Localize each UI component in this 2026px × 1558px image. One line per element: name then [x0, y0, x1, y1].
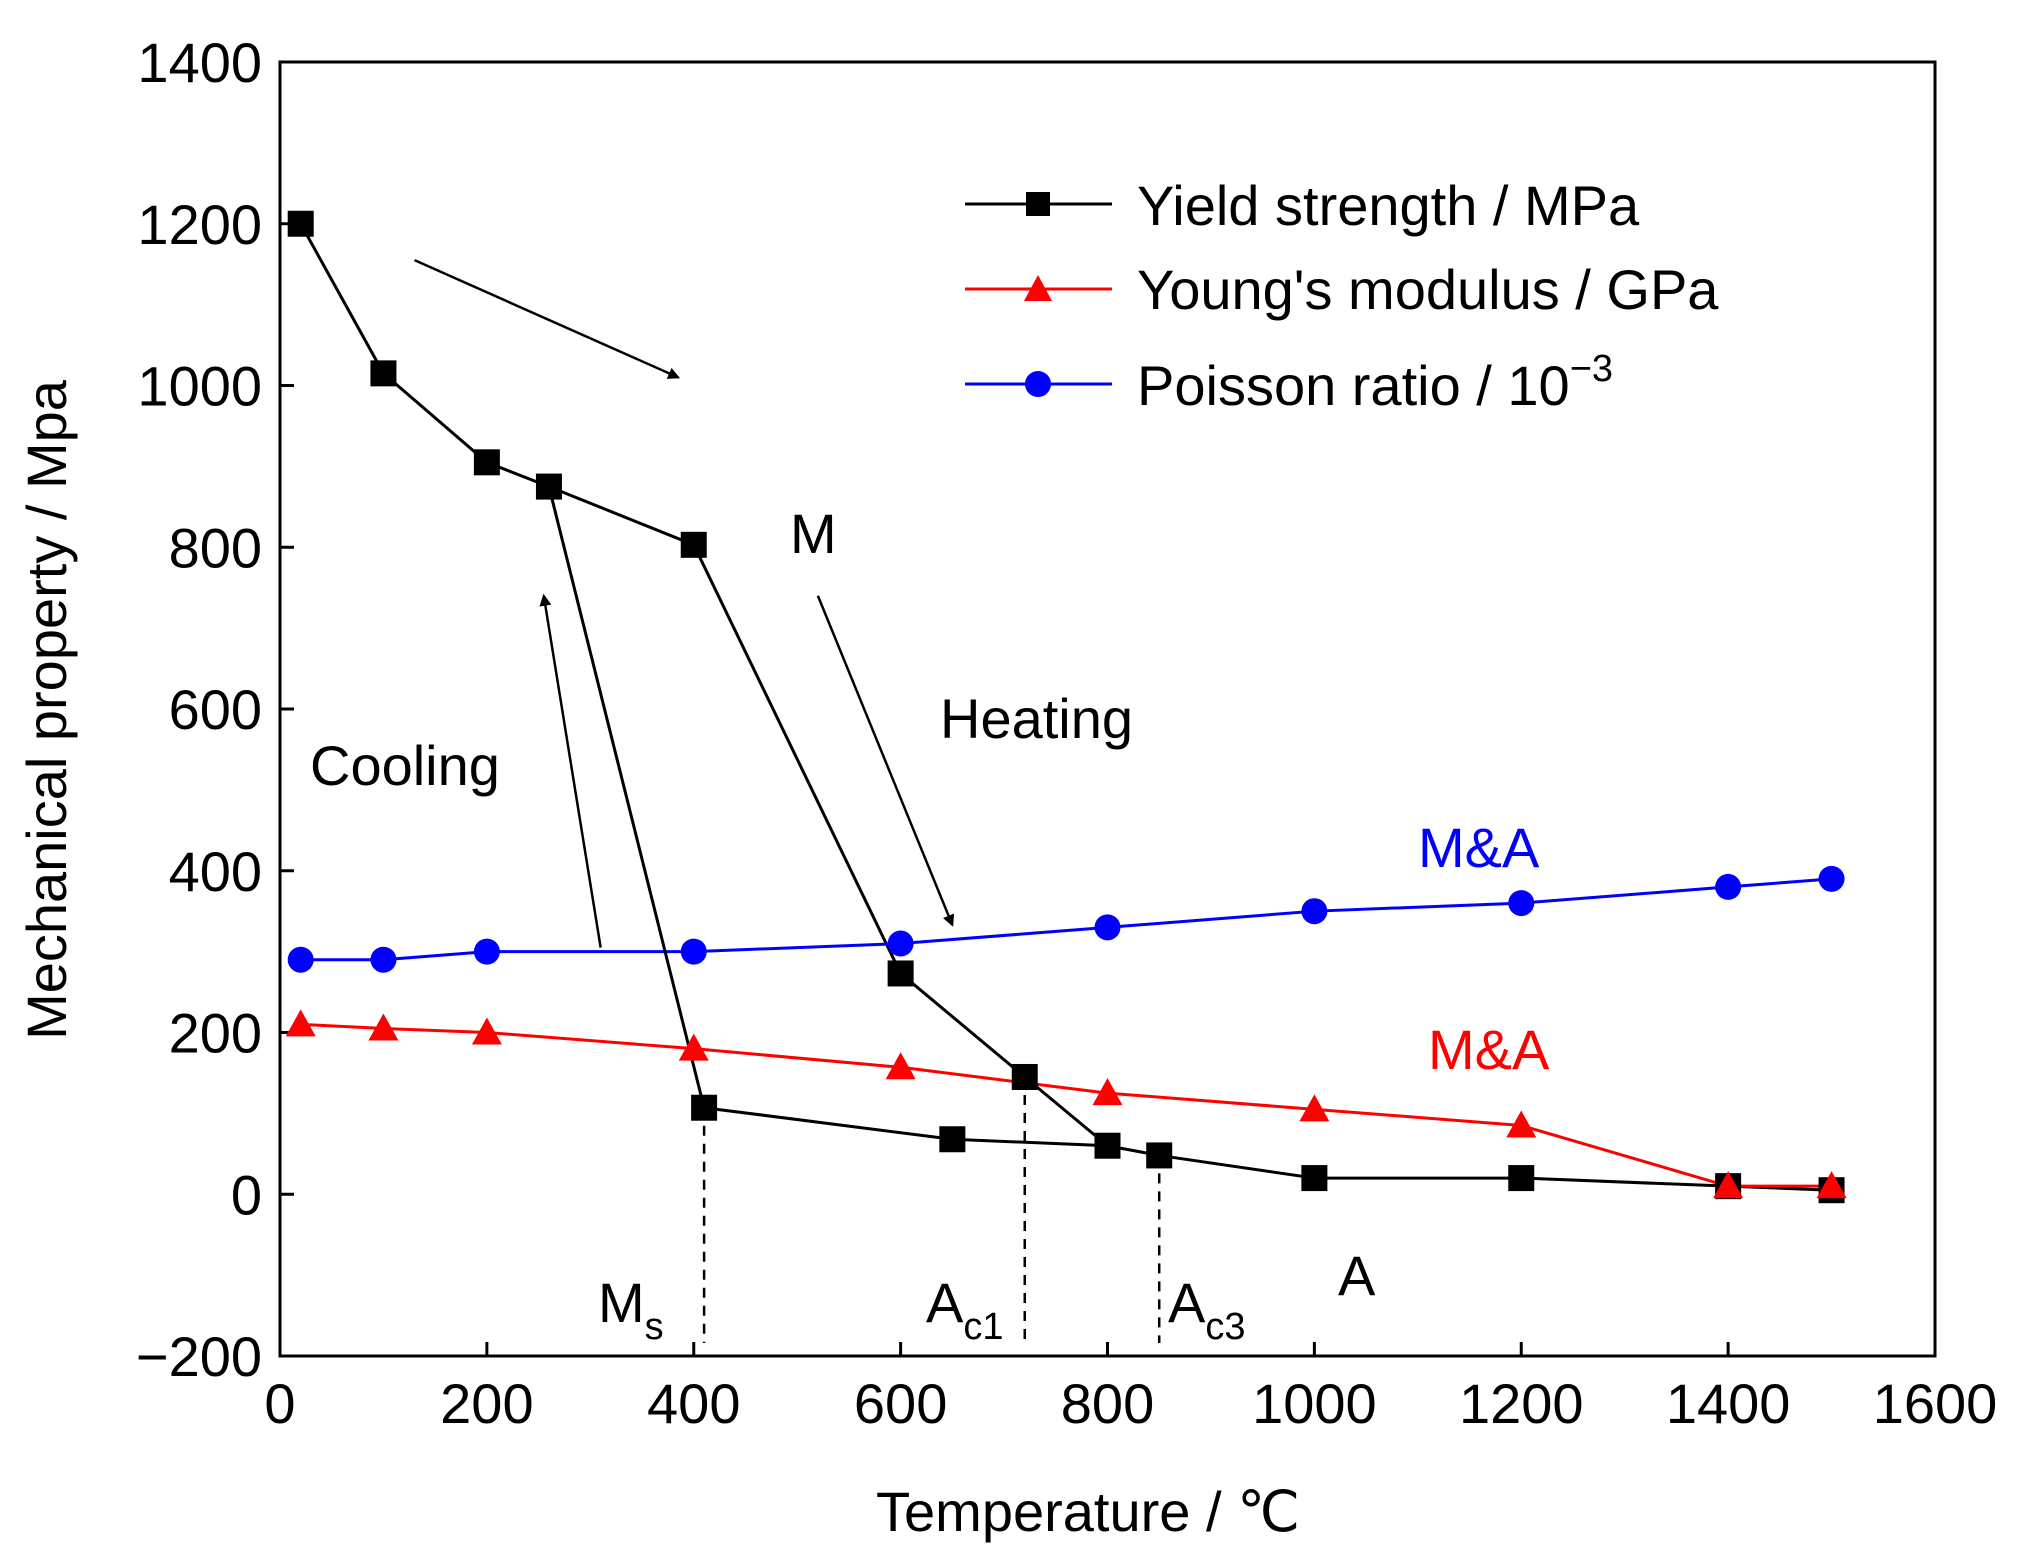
legend-poisson-label: Poisson ratio / 10−3 [1137, 348, 1613, 417]
y-tick-label-800: 800 [169, 516, 262, 579]
heating-label: Heating [940, 687, 1133, 750]
x-axis-label: Temperature / ℃ [876, 1480, 1300, 1543]
poisson-ratio-line [300, 877, 1832, 962]
y-tick-label-1400: 1400 [137, 31, 262, 94]
x-tick-label-0: 0 [264, 1372, 295, 1435]
youngs-modulus-point-1000 [1299, 1094, 1330, 1122]
y-axis-label: Mechanical property / Mpa [15, 379, 78, 1040]
poisson-ratio-point-1400 [1715, 873, 1742, 900]
youngs-modulus-point-1500 [1816, 1171, 1847, 1199]
y-tick-label-0: 0 [231, 1163, 262, 1226]
legend-yield-marker [1026, 192, 1050, 216]
youngs-modulus-point-1200 [1506, 1110, 1537, 1138]
poisson-ratio-point-20 [287, 946, 314, 973]
phase-m-label: M [790, 502, 837, 565]
x-tick-label-1600: 1600 [1873, 1372, 1998, 1435]
cooling-label: Cooling [310, 734, 500, 797]
yield-strength-point-720 [1011, 1063, 1038, 1090]
poisson-ratio-point-600 [887, 930, 914, 957]
y-tick-label-1000: 1000 [137, 355, 262, 418]
x-tick-label-200: 200 [440, 1372, 533, 1435]
legend-poisson-marker [1025, 371, 1051, 397]
x-tick-label-1400: 1400 [1666, 1372, 1791, 1435]
y-tick-label-200: 200 [169, 1002, 262, 1065]
y-tick-label-1200: 1200 [137, 193, 262, 256]
phase-transition-markers [702, 1076, 1161, 1343]
cooling-arrow [539, 593, 602, 948]
y-tick-label-600: 600 [169, 678, 262, 741]
annotation-arrows [413, 259, 955, 948]
phase-a-label: A [1338, 1244, 1376, 1307]
y-axis-ticks [280, 60, 294, 1358]
legend-youngs-label: Young's modulus / GPa [1137, 258, 1719, 321]
top-heating-arrow [413, 259, 681, 379]
yield-strength-point-850 [1146, 1142, 1173, 1169]
x-tick-label-1000: 1000 [1252, 1372, 1377, 1435]
yield-strength-point-100 [370, 360, 397, 387]
poisson-ratio-point-100 [370, 946, 397, 973]
legend-youngs-marker [1024, 275, 1052, 301]
poisson-ratio-point-1200 [1508, 890, 1535, 917]
poisson-ratio-point-1500 [1818, 865, 1845, 892]
yield-strength-point-260 [535, 473, 562, 500]
poisson-ratio-point-800 [1094, 914, 1121, 941]
yield-strength-point-600 [887, 960, 914, 987]
x-tick-label-600: 600 [854, 1372, 947, 1435]
youngs-modulus-point-400 [678, 1033, 709, 1061]
x-tick-label-800: 800 [1061, 1372, 1154, 1435]
yield-strength-cooling-point-650 [939, 1126, 966, 1153]
data-markers [285, 210, 1847, 1204]
poisson-ratio-point-1000 [1301, 898, 1328, 925]
y-tick-label--200: −200 [136, 1325, 262, 1388]
y-axis-tick-labels: −200 0 200 400 600 800 1000 1200 1400 [136, 31, 262, 1388]
poisson-ratio-point-200 [473, 938, 500, 965]
youngs-modulus-point-600 [885, 1052, 916, 1080]
x-tick-label-1200: 1200 [1459, 1372, 1584, 1435]
youngs-phase-label: M&A [1428, 1018, 1550, 1081]
yield-strength-point-200 [473, 449, 500, 476]
yield-strength-cooling-line [547, 486, 1108, 1148]
legend-yield-label: Yield strength / MPa [1137, 174, 1640, 237]
youngs-modulus-point-20 [285, 1009, 316, 1037]
ms-label: Ms [598, 1271, 664, 1348]
poisson-phase-label: M&A [1418, 816, 1540, 879]
youngs-modulus-point-1400 [1713, 1171, 1744, 1199]
yield-strength-point-1000 [1301, 1165, 1328, 1192]
poisson-ratio-point-400 [680, 938, 707, 965]
legend: Yield strength / MPa Young's modulus / G… [965, 174, 1719, 417]
heating-arrow [816, 595, 955, 927]
yield-strength-cooling-point-410 [691, 1094, 718, 1121]
youngs-modulus-point-800 [1092, 1078, 1123, 1106]
yield-strength-point-800 [1094, 1132, 1121, 1159]
youngs-modulus-point-100 [368, 1013, 399, 1041]
x-axis-tick-labels: 0 200 400 600 800 1000 1200 1400 1600 [264, 1372, 1997, 1435]
youngs-modulus-point-200 [471, 1017, 502, 1045]
yield-strength-point-400 [680, 531, 707, 558]
ac3-label: Ac3 [1168, 1271, 1246, 1348]
youngs-modulus-line [300, 1022, 1832, 1188]
y-tick-label-400: 400 [169, 840, 262, 903]
ac1-label: Ac1 [926, 1271, 1004, 1348]
yield-strength-point-20 [287, 210, 314, 237]
x-tick-label-400: 400 [647, 1372, 740, 1435]
x-axis-ticks [278, 1342, 1937, 1356]
yield-strength-point-1200 [1508, 1165, 1535, 1192]
